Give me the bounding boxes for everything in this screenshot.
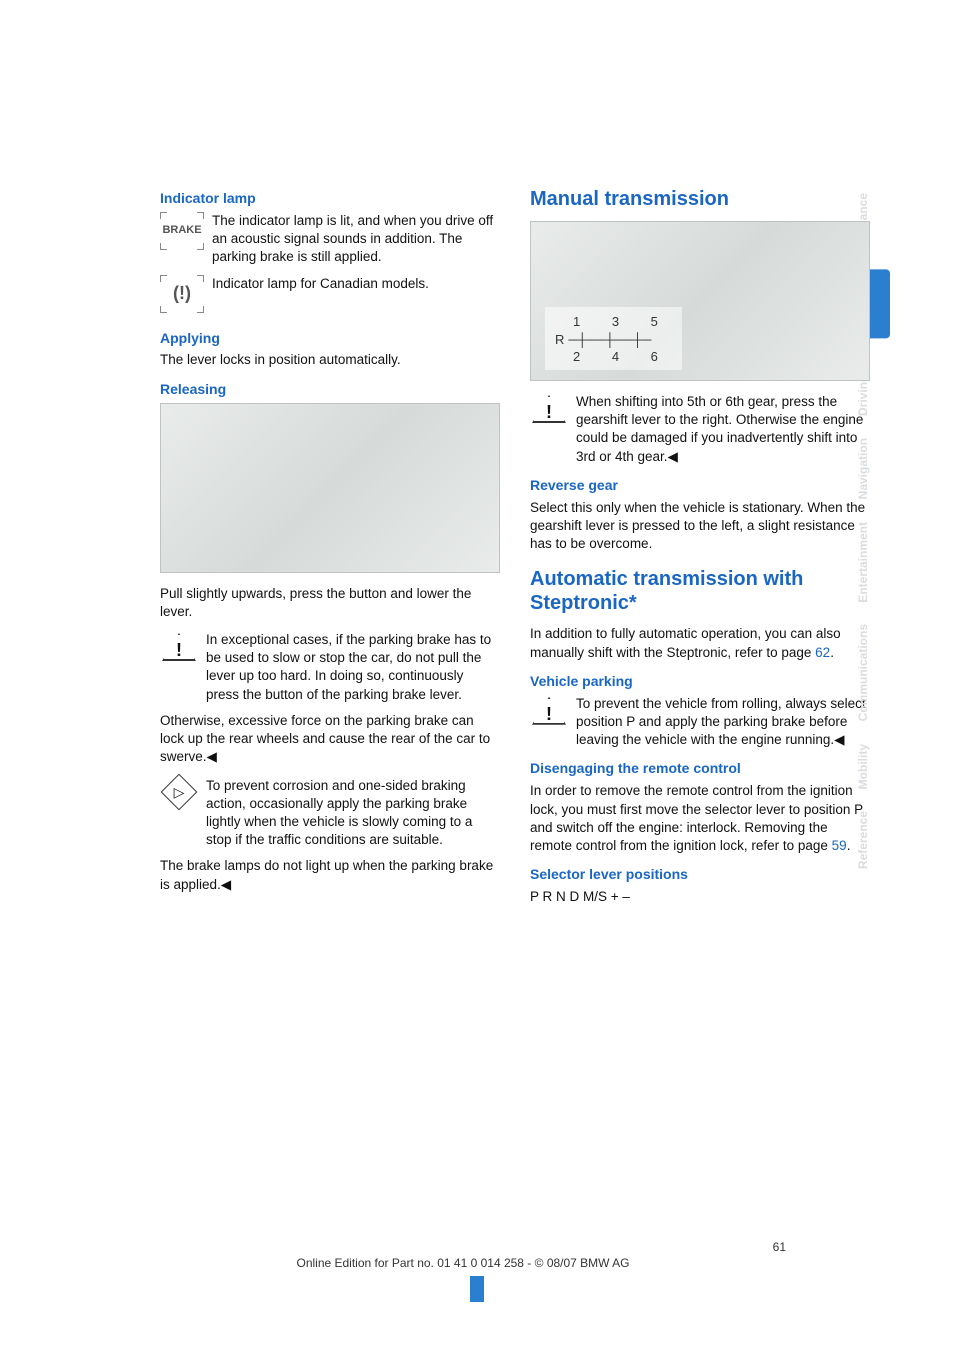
applying-text: The lever locks in position automaticall…: [160, 351, 500, 369]
gear-diagram: 1 3 5 R ─┼──┼──┼─ 2 4 6: [545, 307, 682, 370]
brake-indicator-label: BRAKE: [162, 223, 201, 238]
canadian-brake-icon: (!): [160, 275, 204, 313]
footer-line: Online Edition for Part no. 01 41 0 014 …: [0, 1256, 926, 1270]
heading-reverse-gear: Reverse gear: [530, 476, 870, 495]
footer-blue-marker: [470, 1276, 484, 1302]
disengaging-text: In order to remove the remote control fr…: [530, 782, 870, 855]
parking-brake-lever-image: [160, 403, 500, 573]
heading-vehicle-parking: Vehicle parking: [530, 672, 870, 691]
selector-positions-text: P R N D M/S + –: [530, 888, 870, 906]
heading-indicator-lamp: Indicator lamp: [160, 189, 500, 208]
indicator-lamp-text: The indicator lamp is lit, and when you …: [212, 212, 500, 267]
tab-mobility[interactable]: Mobility: [856, 734, 890, 799]
page-footer: 61 Online Edition for Part no. 01 41 0 0…: [0, 1240, 926, 1270]
warn-shift-text: When shifting into 5th or 6th gear, pres…: [576, 393, 870, 466]
page-link-59[interactable]: 59: [832, 838, 847, 853]
page-link-62[interactable]: 62: [815, 645, 830, 660]
pull-text: Pull slightly upwards, press the button …: [160, 585, 500, 621]
heading-disengaging-remote: Disengaging the remote control: [530, 759, 870, 778]
heading-releasing: Releasing: [160, 380, 500, 399]
gearshift-image: 1 3 5 R ─┼──┼──┼─ 2 4 6: [530, 221, 870, 381]
canadian-text: Indicator lamp for Canadian models.: [212, 275, 500, 293]
vehicle-parking-text: To prevent the vehicle from rolling, alw…: [576, 695, 870, 750]
brake-indicator-icon: BRAKE: [160, 212, 204, 250]
warning-icon: !: [530, 695, 568, 725]
tab-communications[interactable]: Communications: [856, 614, 890, 731]
tab-reference[interactable]: Reference: [856, 801, 890, 879]
gear-reverse: R: [555, 331, 564, 349]
heading-applying: Applying: [160, 329, 500, 348]
page-number: 61: [0, 1240, 926, 1254]
tab-navigation[interactable]: Navigation: [856, 428, 890, 509]
warning-icon: !: [530, 393, 568, 423]
reverse-text: Select this only when the vehicle is sta…: [530, 499, 870, 554]
heading-automatic-transmission: Automatic transmission with Steptronic*: [530, 567, 870, 615]
tip-corrosion-text: To prevent corrosion and one-sided braki…: [206, 778, 472, 848]
gear-top-row: 1 3 5: [555, 313, 672, 331]
warn-parking-brake-text: In exceptional cases, if the parking bra…: [206, 632, 491, 702]
gear-bottom-row: 2 4 6: [555, 348, 672, 366]
left-column: Indicator lamp BRAKE The indicator lamp …: [160, 185, 500, 916]
tip-brake-lamps-text: The brake lamps do not light up when the…: [160, 857, 500, 893]
auto-text: In addition to fully automatic operation…: [530, 625, 870, 661]
tab-entertainment[interactable]: Entertainment: [856, 512, 890, 613]
warn-parking-brake-text-2: Otherwise, excessive force on the parkin…: [160, 712, 500, 767]
right-column: Manual transmission 1 3 5 R ─┼──┼──┼─ 2 …: [530, 185, 870, 916]
heading-manual-transmission: Manual transmission: [530, 187, 870, 211]
heading-selector-lever: Selector lever positions: [530, 865, 870, 884]
warning-icon: !: [160, 631, 198, 661]
tip-icon: ▷: [160, 777, 198, 805]
